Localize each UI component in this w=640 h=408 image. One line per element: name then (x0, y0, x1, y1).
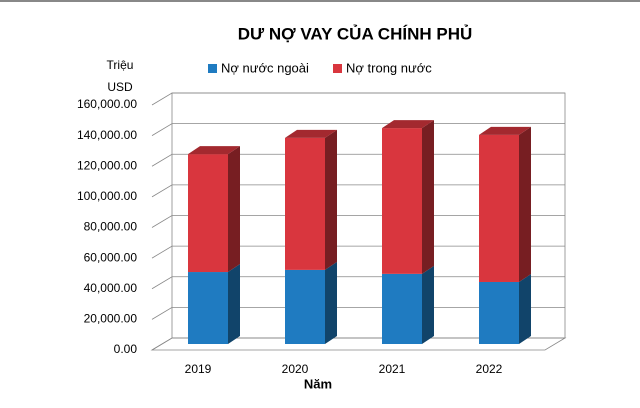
legend-swatch (208, 64, 217, 73)
bar-side (325, 129, 337, 270)
bar (479, 281, 519, 344)
bar-side (228, 264, 240, 344)
y-tick-label: 140,000.00 (77, 128, 137, 142)
x-tick-label: 2019 (185, 362, 212, 376)
y-tick-label: 80,000.00 (84, 220, 138, 234)
y-tick-label: 100,000.00 (77, 189, 137, 203)
bar-side (422, 265, 434, 344)
y-tick-label: 160,000.00 (77, 97, 137, 111)
bar (188, 154, 228, 273)
bar-top (285, 129, 337, 138)
y-tick-label: 0.00 (114, 342, 138, 356)
y-tick-label: 40,000.00 (84, 281, 138, 295)
legend-label: Nợ trong nước (346, 60, 432, 75)
y-tick-label: 20,000.00 (84, 312, 138, 326)
y-tick-label: 120,000.00 (77, 158, 137, 172)
bar (479, 134, 519, 282)
bar-side (519, 126, 531, 282)
bar-side (519, 273, 531, 344)
grid-line (151, 92, 565, 106)
bar-top (188, 146, 240, 155)
bar-top (382, 120, 434, 129)
x-tick-label: 2020 (282, 362, 309, 376)
x-tick-label: 2022 (476, 362, 503, 376)
legend-swatch (333, 64, 342, 73)
bar (285, 137, 325, 270)
bar (285, 269, 325, 344)
grid-line (151, 337, 565, 351)
x-axis-label: Năm (304, 376, 332, 391)
bar-side (228, 146, 240, 273)
bar (188, 272, 228, 344)
bar (382, 128, 422, 274)
chart-title: DƯ NỢ VAY CỦA CHÍNH PHỦ (238, 24, 473, 43)
y-tick-label: 60,000.00 (84, 250, 138, 264)
bar-top (479, 126, 531, 135)
y-axis-label: Triệu USD (106, 58, 134, 94)
legend-label: Nợ nước ngoài (221, 60, 309, 75)
bar (382, 273, 422, 344)
bar-side (325, 261, 337, 344)
x-tick-label: 2021 (379, 362, 406, 376)
bar-side (422, 120, 434, 274)
